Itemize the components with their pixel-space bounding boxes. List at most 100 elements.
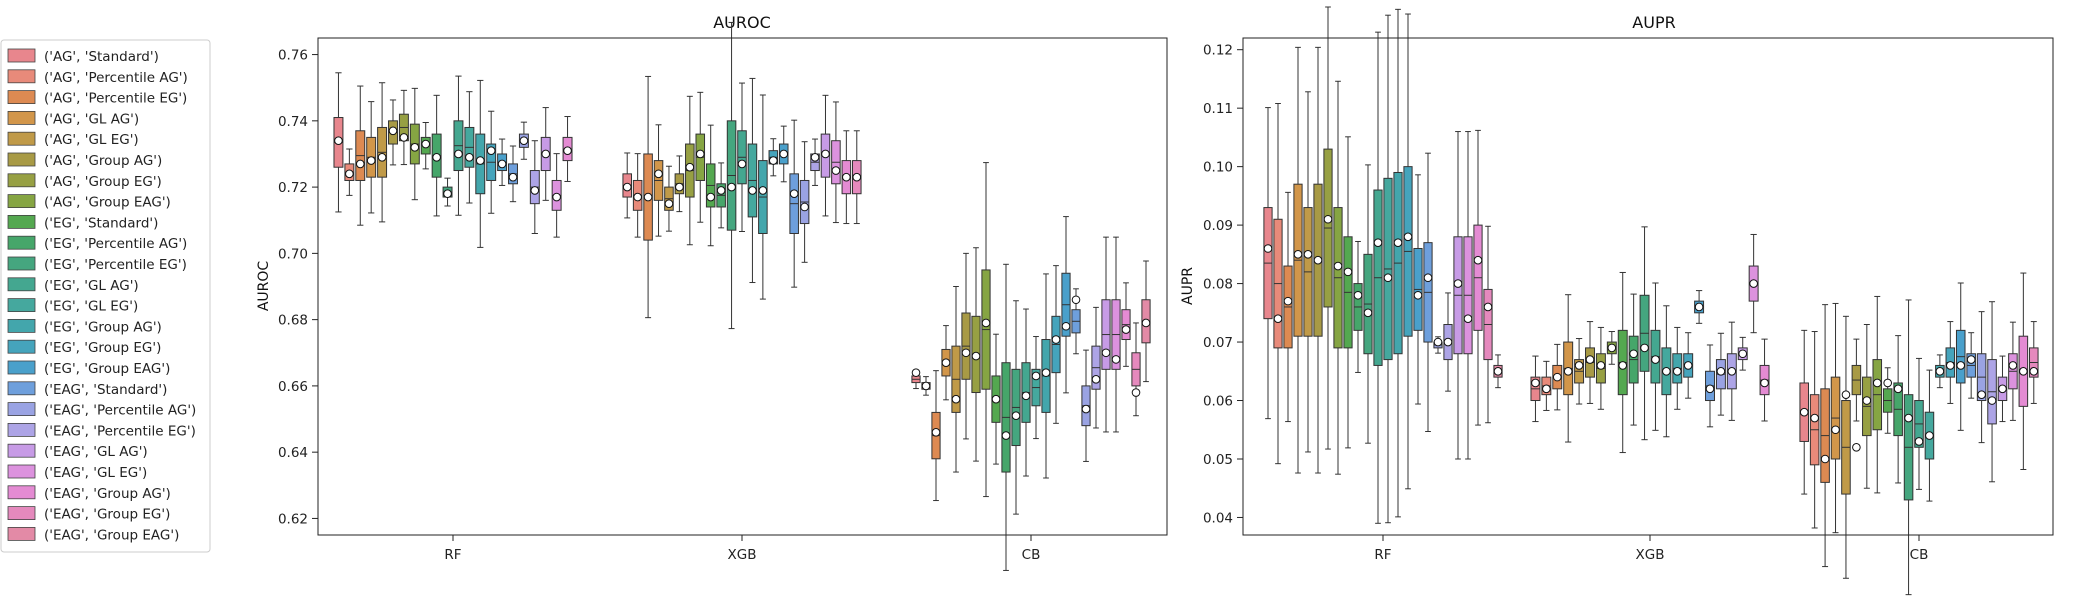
plot-frame — [317, 37, 1168, 536]
mean-marker — [421, 139, 431, 149]
plot-frame — [1242, 37, 2054, 536]
mean-marker — [727, 182, 736, 192]
mean-marker — [664, 199, 674, 208]
mean-marker — [1574, 361, 1584, 370]
mean-marker — [1403, 232, 1413, 242]
legend-entry: ('EAG', 'Group EAG') — [7, 527, 179, 543]
mean-marker — [1493, 366, 1503, 376]
legend-label: ('EAG', 'Group AG') — [44, 486, 171, 502]
mean-marker — [1596, 361, 1606, 370]
mean-marker — [1323, 214, 1333, 224]
legend-entry: ('EAG', 'Percentile AG') — [7, 402, 196, 419]
mean-marker — [1293, 250, 1303, 259]
mean-marker — [1141, 318, 1151, 328]
mean-marker — [654, 169, 663, 179]
mean-marker — [911, 368, 921, 377]
legend-entry: ('EAG', 'Group EG') — [7, 506, 170, 523]
mean-marker — [769, 156, 778, 165]
legend-entry: ('AG', 'Group AG') — [7, 152, 162, 169]
mean-marker — [1662, 366, 1671, 376]
legend-label: ('EG', 'Percentile AG') — [44, 236, 187, 252]
mean-marker — [1041, 368, 1051, 377]
legend-swatch — [7, 131, 36, 146]
legend-entry: ('AG', 'Group EG') — [7, 173, 162, 190]
legend-label: ('EAG', 'Group EAG') — [44, 527, 179, 543]
y-tick-label: 0.11 — [1203, 101, 1233, 117]
mean-marker — [1542, 384, 1551, 394]
mean-marker — [1111, 355, 1121, 364]
mean-marker — [1904, 413, 1913, 423]
mean-marker — [1483, 302, 1493, 312]
mean-marker — [1716, 366, 1726, 376]
mean-marker — [1852, 442, 1861, 452]
legend-entry: ('EG', 'Percentile AG') — [7, 235, 187, 252]
legend-label: ('EG', 'Group EAG') — [44, 361, 170, 377]
mean-marker — [1413, 290, 1423, 300]
mean-marker — [1727, 366, 1737, 376]
mean-marker — [695, 149, 705, 159]
legend-label: ('EG', 'Group AG') — [44, 319, 162, 335]
y-tick-label: 0.76 — [278, 48, 308, 64]
mean-marker — [1393, 238, 1403, 247]
mean-marker — [931, 427, 941, 437]
mean-marker — [1373, 238, 1383, 247]
mean-marker — [675, 182, 684, 192]
mean-marker — [1433, 337, 1443, 347]
legend-swatch — [7, 443, 36, 458]
mean-marker — [1925, 431, 1934, 440]
mean-marker — [921, 381, 931, 391]
mean-marker — [842, 172, 851, 182]
mean-marker — [1051, 335, 1061, 344]
mean-marker — [1011, 411, 1021, 421]
mean-marker — [1091, 374, 1101, 384]
y-tick-label: 0.05 — [1203, 452, 1233, 468]
mean-marker — [748, 186, 757, 195]
mean-marker — [951, 394, 961, 404]
mean-marker — [552, 192, 561, 202]
mean-marker — [1273, 314, 1283, 323]
legend-swatch — [7, 485, 36, 500]
mean-marker — [366, 156, 376, 165]
legend-entry: ('EG', 'Percentile EG') — [7, 256, 187, 273]
legend-swatch — [7, 464, 36, 479]
mean-marker — [1831, 425, 1840, 435]
y-tick-label: 0.12 — [1203, 43, 1233, 59]
x-tick-label: CB — [1022, 547, 1041, 563]
mean-marker — [1263, 244, 1273, 253]
legend-label: ('EG', 'GL EG') — [44, 299, 138, 315]
legend-entry: ('AG', 'Standard') — [7, 48, 159, 65]
legend-label: ('AG', 'Standard') — [44, 49, 159, 65]
y-tick-label: 0.06 — [1203, 394, 1233, 410]
mean-marker — [821, 149, 830, 159]
legend-label: ('EAG', 'Standard') — [44, 382, 167, 398]
x-tick-label: RF — [444, 547, 461, 563]
x-tick-label: XGB — [1636, 547, 1665, 563]
mean-marker — [1694, 302, 1704, 312]
mean-marker — [971, 351, 981, 361]
mean-marker — [1820, 454, 1830, 464]
mean-marker — [1841, 390, 1851, 399]
mean-marker — [1463, 314, 1473, 323]
mean-marker — [1946, 361, 1955, 370]
mean-marker — [643, 192, 653, 202]
mean-marker — [1071, 295, 1081, 305]
y-tick-label: 0.04 — [1203, 510, 1233, 526]
mean-marker — [1683, 361, 1693, 370]
mean-marker — [1872, 378, 1882, 388]
y-tick-label: 0.62 — [278, 511, 308, 527]
mean-marker — [1031, 371, 1041, 381]
y-tick-label: 0.68 — [278, 313, 308, 329]
mean-marker — [1303, 250, 1313, 259]
legend-label: ('AG', 'Percentile AG') — [44, 70, 188, 86]
mean-marker — [1423, 273, 1433, 283]
mean-marker — [1935, 366, 1945, 376]
mean-marker — [1672, 366, 1682, 376]
mean-marker — [541, 149, 551, 159]
mean-marker — [486, 146, 496, 155]
y-axis-label: AUROC — [256, 261, 272, 312]
legend-label: ('AG', 'Group AG') — [44, 153, 162, 169]
y-tick-label: 0.08 — [1203, 277, 1233, 293]
mean-marker — [530, 186, 540, 195]
legend-swatch — [7, 402, 36, 417]
